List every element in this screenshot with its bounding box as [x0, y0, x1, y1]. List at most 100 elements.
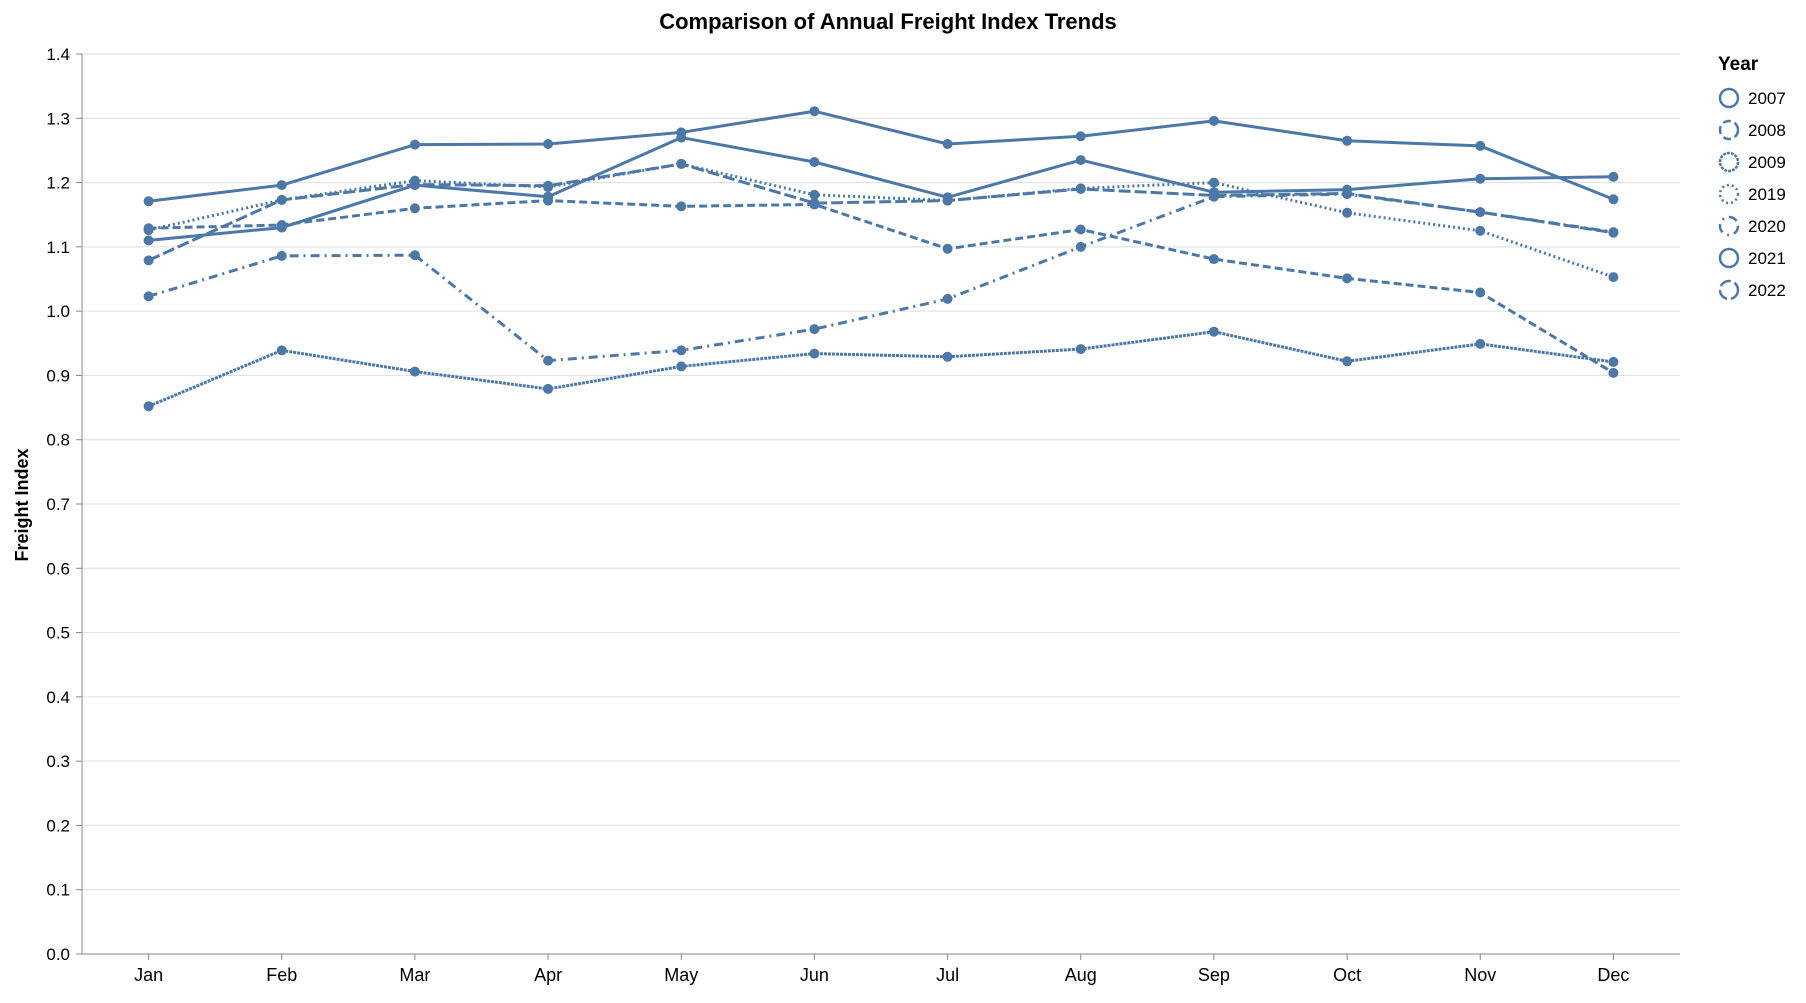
data-point-2019-dec[interactable]	[1608, 272, 1619, 283]
y-tick-label: 0.4	[46, 688, 70, 707]
data-point-2019-nov[interactable]	[1475, 225, 1486, 236]
data-point-2009-may[interactable]	[676, 361, 687, 372]
y-tick-label: 0.7	[46, 495, 70, 514]
x-tick-label: Dec	[1597, 965, 1629, 985]
data-point-2022-mar[interactable]	[409, 179, 420, 190]
data-point-2007-aug[interactable]	[1075, 131, 1086, 142]
data-point-2009-dec[interactable]	[1608, 356, 1619, 367]
data-point-2022-aug[interactable]	[1075, 184, 1086, 194]
data-point-2009-apr[interactable]	[543, 383, 554, 394]
series-line-2022	[147, 162, 1614, 262]
y-tick-label: 0.2	[46, 816, 70, 835]
x-tick-label: Aug	[1065, 965, 1097, 985]
data-point-2008-aug[interactable]	[1075, 224, 1086, 235]
data-point-2009-oct[interactable]	[1342, 356, 1353, 367]
data-point-2007-jan[interactable]	[143, 196, 154, 207]
data-point-2022-jul[interactable]	[942, 195, 953, 206]
data-point-2020-may[interactable]	[676, 345, 687, 356]
axis-layer: 0.0 0.1 0.2 0.3 0.4 0.5 0.6 0.7 0.8 0.9 1.0 1.1 1.2 1…	[46, 45, 1680, 985]
data-point-2009-aug[interactable]	[1075, 344, 1086, 355]
data-point-2020-apr[interactable]	[543, 355, 554, 366]
data-point-2022-apr[interactable]	[543, 180, 554, 191]
data-point-2008-sep[interactable]	[1208, 254, 1219, 265]
data-point-2007-jun[interactable]	[809, 106, 820, 117]
data-point-2007-oct[interactable]	[1342, 135, 1353, 146]
data-point-2007-feb[interactable]	[276, 180, 287, 191]
legend-item-2021[interactable]: 2021	[1718, 247, 1786, 269]
data-point-2007-sep[interactable]	[1208, 115, 1219, 126]
legend-item-2020[interactable]: 2020	[1718, 215, 1786, 237]
series-line-2019	[148, 162, 1614, 279]
data-point-2019-jan[interactable]	[143, 225, 154, 236]
data-point-2009-sep[interactable]	[1208, 326, 1219, 337]
data-point-2007-mar[interactable]	[409, 139, 420, 150]
data-point-2021-dec[interactable]	[1608, 171, 1619, 182]
data-point-2020-mar[interactable]	[409, 250, 420, 261]
legend-item-2022[interactable]: 2022	[1718, 279, 1786, 301]
data-point-2008-nov[interactable]	[1475, 287, 1486, 298]
y-tick-label: 0.6	[46, 559, 70, 578]
legend-item-2009[interactable]: 2009	[1718, 151, 1786, 173]
x-tick-label: May	[664, 965, 698, 985]
data-point-2007-dec[interactable]	[1608, 194, 1619, 205]
data-point-2008-may[interactable]	[676, 201, 687, 212]
data-point-2019-sep[interactable]	[1208, 177, 1219, 188]
data-point-2019-oct[interactable]	[1342, 207, 1353, 218]
data-point-2021-feb[interactable]	[276, 222, 287, 233]
data-point-2008-oct[interactable]	[1342, 273, 1353, 284]
data-point-2009-jul[interactable]	[942, 351, 953, 362]
legend-symbol	[1718, 119, 1740, 141]
legend-item-2007[interactable]: 2007	[1718, 87, 1786, 109]
data-point-2009-nov[interactable]	[1475, 338, 1486, 349]
data-point-2020-jan[interactable]	[143, 291, 154, 302]
x-tick-label: Oct	[1333, 965, 1361, 985]
y-tick-label: 1.4	[46, 45, 70, 64]
chart-title: Comparison of Annual Freight Index Trend…	[659, 9, 1117, 34]
data-point-2020-aug[interactable]	[1075, 241, 1086, 252]
x-tick-label: Sep	[1198, 965, 1230, 985]
legend-item-2008[interactable]: 2008	[1718, 119, 1786, 141]
y-tick-label: 1.3	[46, 109, 70, 128]
data-point-2021-apr[interactable]	[543, 191, 554, 202]
data-point-2022-jan[interactable]	[143, 255, 154, 266]
data-point-2021-jun[interactable]	[809, 157, 820, 167]
x-tick-label: Apr	[534, 965, 562, 985]
data-point-2009-feb[interactable]	[276, 345, 287, 356]
data-point-2008-jul[interactable]	[942, 243, 953, 254]
data-point-2022-feb[interactable]	[276, 194, 287, 205]
series-2008	[143, 195, 1619, 378]
data-point-2007-nov[interactable]	[1475, 140, 1486, 151]
data-point-2022-oct[interactable]	[1342, 188, 1353, 199]
data-point-2019-jun[interactable]	[809, 189, 820, 200]
y-tick-label: 1.1	[46, 238, 70, 257]
legend-symbol	[1718, 151, 1740, 173]
data-point-2020-jul[interactable]	[942, 293, 953, 304]
data-point-2009-jun[interactable]	[809, 348, 820, 359]
data-point-2022-nov[interactable]	[1475, 207, 1486, 218]
legend-item-2019[interactable]: 2019	[1718, 183, 1786, 205]
legend-label: 2019	[1748, 185, 1786, 204]
data-point-2022-dec[interactable]	[1608, 227, 1619, 238]
legend-label: 2021	[1748, 249, 1786, 268]
data-point-2007-apr[interactable]	[543, 139, 554, 149]
legend-symbol	[1718, 247, 1740, 269]
data-point-2007-jul[interactable]	[942, 139, 953, 149]
y-tick-label: 0.8	[46, 431, 70, 450]
data-point-2008-dec[interactable]	[1608, 367, 1619, 378]
legend-label: 2008	[1748, 121, 1786, 140]
series-line-2008	[148, 199, 1615, 375]
data-point-2022-jun[interactable]	[809, 198, 820, 209]
data-point-2009-mar[interactable]	[409, 366, 420, 377]
legend-label: 2020	[1748, 217, 1786, 236]
data-point-2022-sep[interactable]	[1208, 190, 1219, 201]
data-point-2022-may[interactable]	[676, 158, 687, 169]
data-point-2021-may[interactable]	[676, 132, 687, 143]
data-point-2008-mar[interactable]	[409, 203, 420, 214]
data-point-2021-jan[interactable]	[143, 235, 154, 246]
data-point-2009-jan[interactable]	[143, 401, 154, 412]
y-tick-label: 0.3	[46, 752, 70, 771]
data-point-2020-feb[interactable]	[276, 250, 287, 261]
data-point-2020-jun[interactable]	[809, 324, 820, 335]
data-point-2021-aug[interactable]	[1075, 155, 1086, 166]
data-point-2021-nov[interactable]	[1475, 173, 1486, 184]
